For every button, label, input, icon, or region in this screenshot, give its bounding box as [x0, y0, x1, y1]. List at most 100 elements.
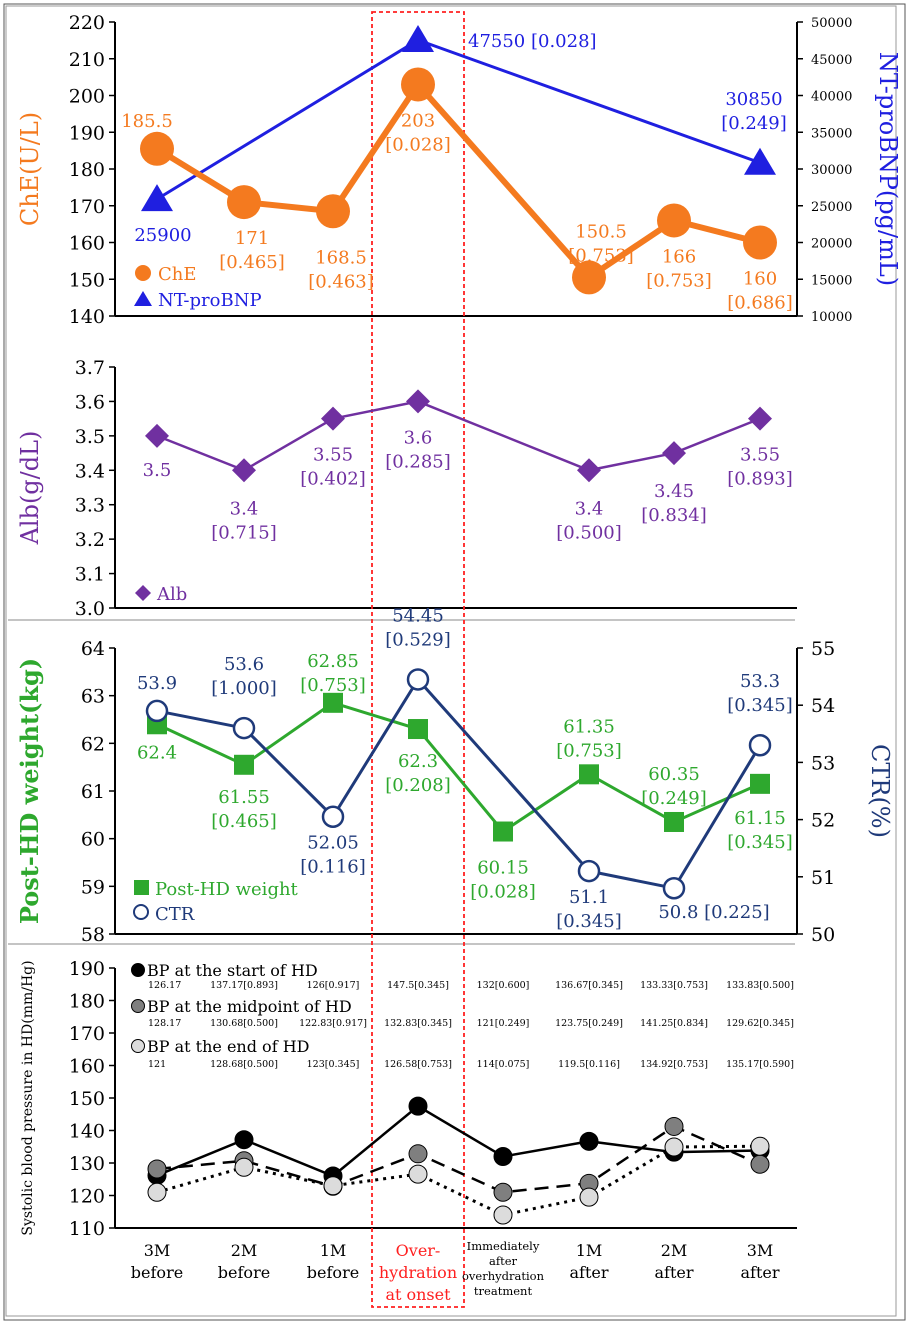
alb-data-label: 3.55	[313, 445, 353, 466]
bp-line-solid	[156, 1104, 761, 1178]
ctr-point	[232, 716, 256, 740]
y-right-tick-label: 55	[811, 638, 835, 660]
y-tick-label: 3.2	[75, 529, 105, 551]
y-right-tick-label: 52	[811, 810, 835, 832]
bp-value-label: 132.83[0.345]	[384, 1018, 452, 1029]
che-data-label: 168.5	[315, 247, 367, 268]
ctr-data-label: 53.3	[740, 671, 780, 692]
bp-point	[664, 1116, 684, 1136]
y-tick-label: 210	[69, 49, 105, 71]
y-tick-label: 200	[69, 86, 105, 108]
bp-point	[408, 1164, 428, 1184]
x-category-label-onset: hydration	[379, 1263, 457, 1282]
legend-bp-marker	[131, 999, 145, 1013]
ctr-data-label: [0.345]	[556, 911, 622, 932]
y-tick-label: 3.3	[75, 495, 105, 517]
alb-point	[232, 458, 256, 483]
bp-point	[408, 1096, 428, 1116]
ctr-data-label: 52.05	[307, 833, 359, 854]
bp-point	[493, 1182, 513, 1202]
alb-data-label: [0.715]	[211, 522, 277, 543]
bp-point	[234, 1130, 254, 1150]
y-tick-label: 180	[69, 159, 105, 181]
ctr-point	[662, 876, 686, 900]
ctr-point	[145, 699, 169, 723]
alb-ylabel: Alb(g/dL)	[16, 431, 44, 546]
y-tick-label: 3.1	[75, 564, 105, 586]
bp-point	[147, 1159, 167, 1179]
y-tick-label: 3.6	[75, 391, 105, 413]
y-right-tick-label: 10000	[811, 310, 852, 325]
y-tick-label: 58	[81, 924, 105, 946]
alb-data-label: [0.285]	[385, 451, 451, 472]
y-tick-label: 3.0	[75, 598, 105, 620]
bp-value-label: 119.5[0.116]	[558, 1059, 620, 1070]
figure-inner-frame	[5, 5, 897, 1317]
y-right-tick-label: 51	[811, 867, 835, 889]
figure-frame	[3, 3, 906, 1321]
x-category-label-after-treatment: treatment	[474, 1284, 533, 1298]
weight-ctr-ylabel-right: CTR(%)	[866, 744, 894, 838]
alb-point	[321, 406, 345, 431]
weight-point	[323, 692, 343, 713]
legend-bp-label: BP at the end of HD	[147, 1037, 309, 1056]
legend-alb-label: Alb	[156, 584, 187, 605]
y-right-tick-label: 50	[811, 924, 835, 946]
y-right-tick-label: 50000	[811, 16, 852, 31]
y-tick-label: 3.7	[75, 357, 105, 379]
weight-data-label: 62.3	[398, 751, 438, 772]
che-point	[572, 260, 606, 295]
bp-value-label: 121[0.249]	[477, 1018, 530, 1029]
che-data-label: 166	[662, 246, 696, 267]
che-data-label: [0.028]	[385, 134, 451, 155]
weight-data-label: 60.35	[648, 764, 700, 785]
x-category-label-onset: Over-	[396, 1241, 441, 1260]
y-tick-label: 3.5	[75, 426, 105, 448]
alb-data-label: 3.55	[740, 445, 780, 466]
weight-data-label: [0.249]	[641, 788, 707, 809]
che-point	[401, 67, 435, 102]
x-category-label-2m-before: before	[218, 1263, 270, 1282]
x-category-label-2m-after: 2M	[661, 1241, 688, 1260]
alb-data-label: [0.500]	[556, 522, 622, 543]
ctr-point	[321, 805, 345, 828]
ctr-point	[577, 859, 601, 883]
weight-point	[408, 719, 428, 740]
che-data-label: [0.463]	[308, 271, 374, 292]
nt-probnp-data-label: 30850	[725, 89, 782, 110]
che-data-label: 150.5	[575, 221, 627, 242]
x-category-label-1m-before: 1M	[320, 1241, 347, 1260]
che-data-label: [0.753]	[568, 245, 634, 266]
weight-data-label: 61.35	[563, 716, 615, 737]
che-point	[316, 194, 350, 229]
ctr-data-label: [1.000]	[211, 678, 277, 699]
y-tick-label: 60	[81, 829, 105, 851]
y-tick-label: 59	[81, 876, 105, 898]
bp-point	[664, 1137, 684, 1157]
y-right-tick-label: 30000	[811, 163, 852, 178]
ctr-data-label: 51.1	[569, 887, 609, 908]
bp-ylabel: Systolic blood pressure in HD(mm/Hg)	[20, 960, 36, 1235]
y-tick-label: 190	[69, 958, 105, 980]
bp-value-label: 114[0.075]	[477, 1059, 530, 1070]
bp-value-label: 132[0.600]	[477, 980, 530, 991]
x-category-label-1m-after: 1M	[576, 1241, 603, 1260]
y-tick-label: 180	[69, 991, 105, 1013]
x-category-label-2m-before: 2M	[231, 1241, 258, 1260]
legend-ctr-marker	[133, 904, 149, 920]
legend-bp-marker	[131, 963, 145, 977]
che-data-label: [0.753]	[646, 270, 712, 291]
weight-point	[664, 811, 684, 832]
y-right-tick-label: 40000	[811, 90, 852, 105]
weight-data-label: [0.753]	[556, 740, 622, 761]
y-tick-label: 160	[69, 233, 105, 255]
alb-data-label: 3.4	[230, 498, 259, 519]
legend-bnp-marker	[134, 291, 152, 306]
ctr-data-label: [0.345]	[727, 695, 793, 716]
nt-probnp-data-label: [0.249]	[721, 113, 787, 134]
che-bnp-ylabel: ChE(U/L)	[16, 112, 44, 226]
bp-point	[750, 1154, 770, 1174]
alb-point	[406, 389, 430, 414]
bp-point	[750, 1136, 770, 1156]
y-tick-label: 140	[69, 1121, 105, 1143]
